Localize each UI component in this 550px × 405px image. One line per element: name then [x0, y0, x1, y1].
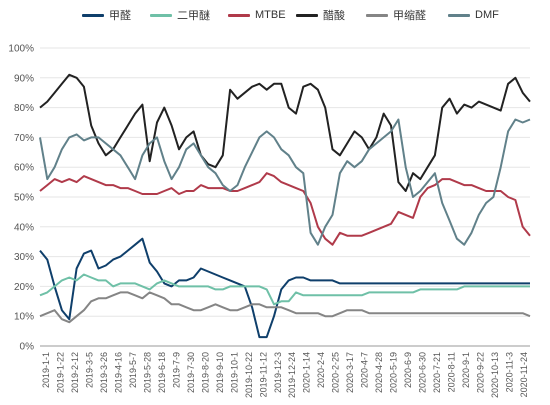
legend-swatch: [228, 13, 250, 17]
x-tick-label: 2019-7-30: [186, 352, 196, 393]
y-tick-label: 70%: [14, 133, 34, 144]
y-tick-label: 20%: [14, 282, 34, 293]
x-tick-label: 2019-1-22: [55, 352, 65, 393]
x-tick-label: 2019-10-22: [244, 352, 254, 398]
x-tick-label: 2020-11-24: [519, 352, 529, 397]
x-tick-label: 2020-7-21: [432, 352, 442, 393]
x-tick-label: 2020-4-28: [374, 352, 384, 393]
series-line: [39, 118, 531, 246]
y-tick-label: 40%: [14, 222, 34, 233]
series-line: [39, 73, 531, 192]
y-tick-label: 60%: [14, 163, 34, 174]
x-tick-label: 2019-5-7: [128, 352, 138, 388]
y-tick-label: 0%: [20, 342, 35, 353]
x-tick-label: 2020-2-4: [316, 352, 326, 388]
x-tick-label: 2020-11-3: [505, 352, 515, 392]
x-tick-label: 2020-1-14: [302, 352, 312, 393]
chart-legend: 甲醛 二甲醚 MTBE 醋酸 甲缩醛 DMF: [0, 6, 550, 24]
y-tick-label: 100%: [8, 44, 34, 55]
x-tick-label: 2019-7-9: [171, 352, 181, 388]
x-tick-label: 2020-3-17: [345, 352, 355, 393]
x-tick-label: 2020-4-7: [360, 352, 370, 388]
series-line: [39, 172, 531, 246]
series-lines: [39, 73, 531, 339]
legend-swatch: [150, 13, 172, 17]
x-axis-tick-labels: 2019-1-1 2019-1-22 2019-2-12 2019-3-5 2019-3…: [41, 352, 529, 398]
x-tick-label: 2019-12-24: [287, 352, 297, 398]
y-tick-label: 50%: [14, 193, 34, 204]
legend-item: DMF: [448, 6, 499, 24]
x-tick-label: 2020-9-1: [461, 352, 471, 388]
legend-label: 甲醛: [109, 10, 131, 22]
legend-label: 二甲醚: [177, 10, 210, 22]
legend-label: 甲缩醛: [393, 10, 426, 22]
x-tick-label: 2019-12-3: [273, 352, 283, 393]
x-tick-label: 2019-10-1: [229, 352, 239, 393]
x-tick-label: 2019-5-28: [142, 352, 152, 393]
legend-label: 醋酸: [323, 10, 345, 22]
y-tick-label: 10%: [14, 312, 34, 323]
legend-item: 二甲醚: [150, 6, 210, 24]
x-tick-label: 2019-6-18: [157, 352, 167, 393]
legend-item: 甲醛: [82, 6, 131, 24]
x-tick-label: 2020-2-25: [331, 352, 341, 393]
legend-label: DMF: [475, 9, 499, 21]
legend-item: 甲缩醛: [366, 6, 426, 24]
x-tick-label: 2020-6-30: [418, 352, 428, 393]
legend-swatch: [82, 13, 104, 17]
y-axis-tick-labels: 0% 10% 20% 30% 40% 50% 60% 70% 80% 90% 100%: [8, 44, 34, 353]
x-tick-label: 2020-9-22: [476, 352, 486, 393]
x-tick-label: 2019-2-12: [70, 352, 80, 393]
x-tick-label: 2019-1-1: [41, 352, 51, 388]
x-tick-label: 2020-5-19: [389, 352, 399, 393]
x-tick-label: 2020-6-9: [403, 352, 413, 388]
y-tick-label: 80%: [14, 103, 34, 114]
legend-swatch: [296, 13, 318, 17]
legend-swatch: [366, 13, 388, 17]
y-tick-label: 30%: [14, 252, 34, 263]
legend-item: 醋酸: [296, 6, 345, 24]
x-tick-label: 2019-3-26: [99, 352, 109, 393]
x-tick-label: 2020-8-11: [447, 352, 457, 392]
series-line: [39, 273, 530, 306]
x-tick-label: 2019-9-10: [215, 352, 225, 393]
y-tick-label: 90%: [14, 73, 34, 84]
legend-swatch: [448, 13, 470, 17]
x-tick-label: 2019-4-16: [113, 352, 123, 393]
x-tick-label: 2019-8-20: [200, 352, 210, 393]
x-tick-label: 2019-3-5: [84, 352, 94, 388]
legend-item: MTBE: [228, 6, 286, 24]
series-line: [39, 237, 530, 339]
legend-label: MTBE: [255, 9, 286, 21]
x-tick-label: 2019-11-12: [258, 352, 268, 397]
series-line: [39, 291, 531, 324]
x-tick-label: 2020-10-13: [490, 352, 500, 398]
